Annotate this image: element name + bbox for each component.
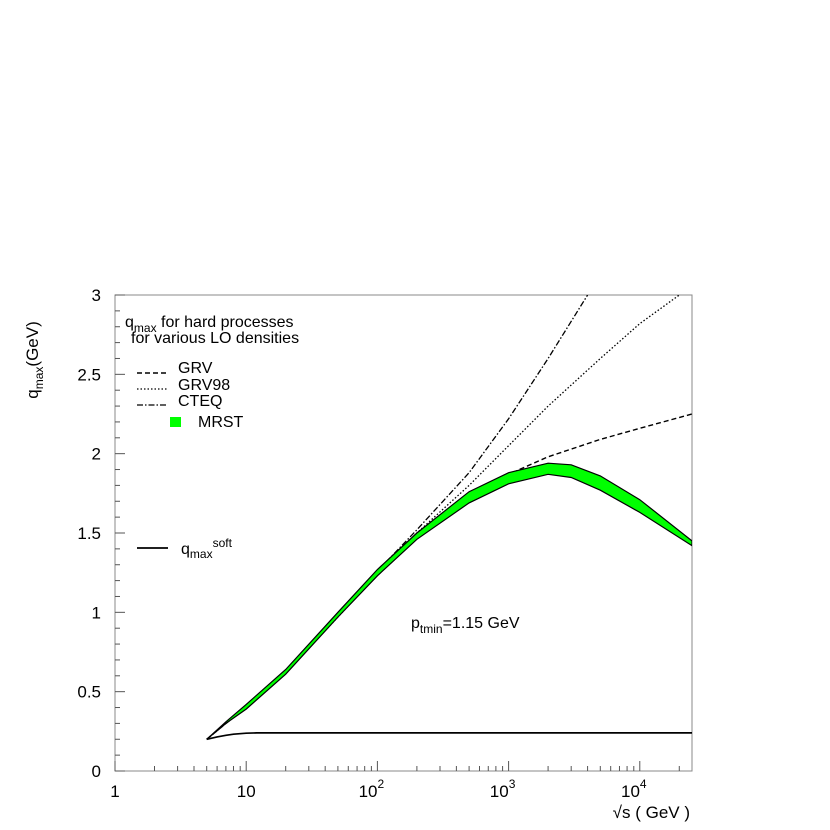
y-tick-label: 2.5 xyxy=(77,365,101,384)
y-tick-label: 0.5 xyxy=(77,683,101,702)
y-axis-label: qmax(GeV) xyxy=(23,321,46,398)
x-axis-label: √s ( GeV ) xyxy=(613,803,690,822)
x-tick-label: 104 xyxy=(621,777,647,801)
legend: GRV GRV98 CTEQ MRST qmaxsoft xyxy=(137,360,244,561)
legend-mrst-swatch xyxy=(170,417,181,427)
chart-title-line1: qmax for hard processes xyxy=(125,314,294,335)
x-tick-label: 10 xyxy=(237,782,256,801)
x-tick-label: 1 xyxy=(110,782,119,801)
chart-title-line2: for various LO densities xyxy=(131,330,299,347)
legend-grv98-label: GRV98 xyxy=(178,377,230,394)
legend-cteq-label: CTEQ xyxy=(178,393,222,410)
series-mrst-band xyxy=(206,462,692,740)
y-tick-label: 1 xyxy=(92,603,101,622)
x-tick-label: 103 xyxy=(490,777,516,801)
y-tick-label: 2 xyxy=(92,445,101,464)
ptmin-annotation: ptmin=1.15 GeV xyxy=(411,615,520,636)
y-tick-label: 0 xyxy=(92,762,101,781)
legend-soft-label: qmaxsoft xyxy=(181,536,233,561)
y-tick-label: 1.5 xyxy=(77,524,101,543)
legend-grv-label: GRV xyxy=(178,360,213,377)
series-cteq-line xyxy=(206,295,589,740)
y-tick-label: 3 xyxy=(92,286,101,305)
series-soft-line xyxy=(206,732,692,741)
series-grv-line xyxy=(206,413,692,740)
x-tick-label: 102 xyxy=(359,777,385,801)
legend-mrst-label: MRST xyxy=(198,414,244,431)
